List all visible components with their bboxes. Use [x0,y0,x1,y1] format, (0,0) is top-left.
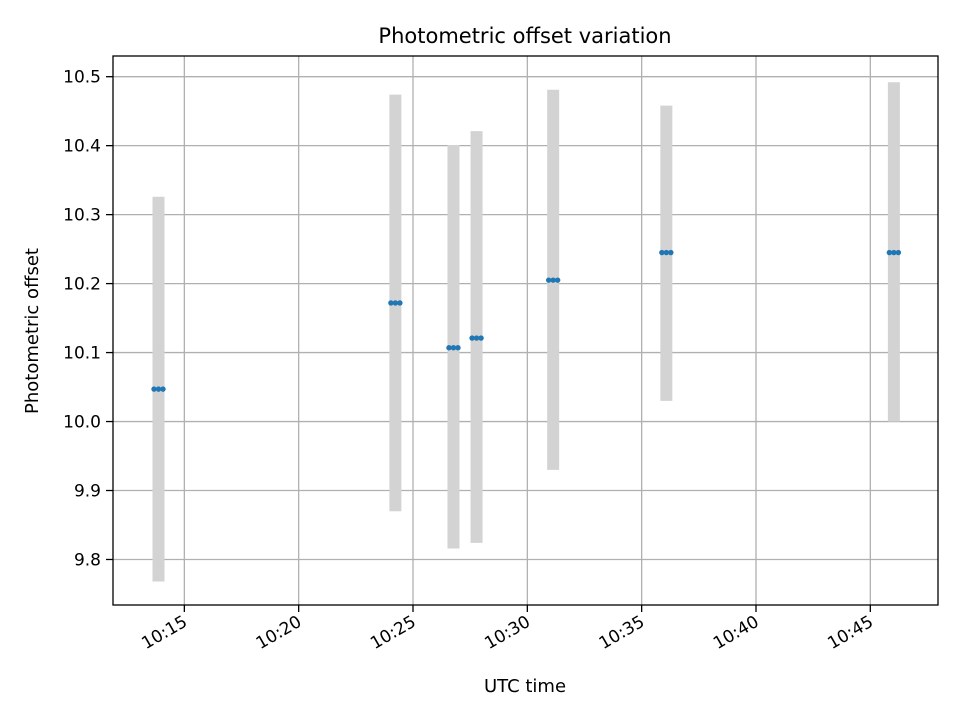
data-point-marker [891,249,897,256]
data-point-marker [450,345,457,351]
data-point [151,386,166,392]
y-tick-label: 10.5 [63,68,101,88]
chart-title: Photometric offset variation [378,24,671,48]
data-point [469,335,484,341]
y-tick-label: 10.1 [63,344,101,364]
data-point-marker [473,335,480,341]
data-point-marker [397,300,403,306]
data-point-marker [388,300,394,306]
y-tick-label: 10.3 [63,206,101,226]
data-point-marker [895,249,902,256]
grid [113,56,938,605]
data-point [886,249,902,256]
y-tick-label: 10.0 [63,413,101,433]
data-point-marker [446,345,452,351]
data-point-marker [886,249,893,256]
data-point-marker [151,386,157,392]
x-axis-label: UTC time [484,676,566,697]
data-point-marker [550,277,556,283]
data-point-marker [478,335,484,341]
data-point [659,249,674,256]
data-point-marker [554,277,561,283]
data-point-marker [155,386,162,392]
y-tick-label: 10.4 [63,137,101,157]
data-point-marker [659,249,665,256]
data-point-marker [663,249,670,256]
y-tick-label: 9.9 [74,482,101,502]
data-point-marker [469,335,475,341]
data-point-marker [668,249,674,256]
y-tick-label: 9.8 [74,550,101,570]
y-axis: 9.8 9.9 10.0 10.1 10.2 10.3 10.4 10.5 [63,68,113,570]
y-tick-label: 10.2 [63,275,101,295]
data-point-marker [455,345,461,351]
y-axis-label: Photometric offset [22,248,43,414]
data-point [545,277,561,283]
data-point-marker [160,386,166,392]
data-point-marker [545,277,552,283]
data-points [151,249,902,392]
plot-frame [112,55,939,606]
data-point [388,300,403,306]
data-point [446,345,461,351]
data-point-marker [392,300,399,306]
